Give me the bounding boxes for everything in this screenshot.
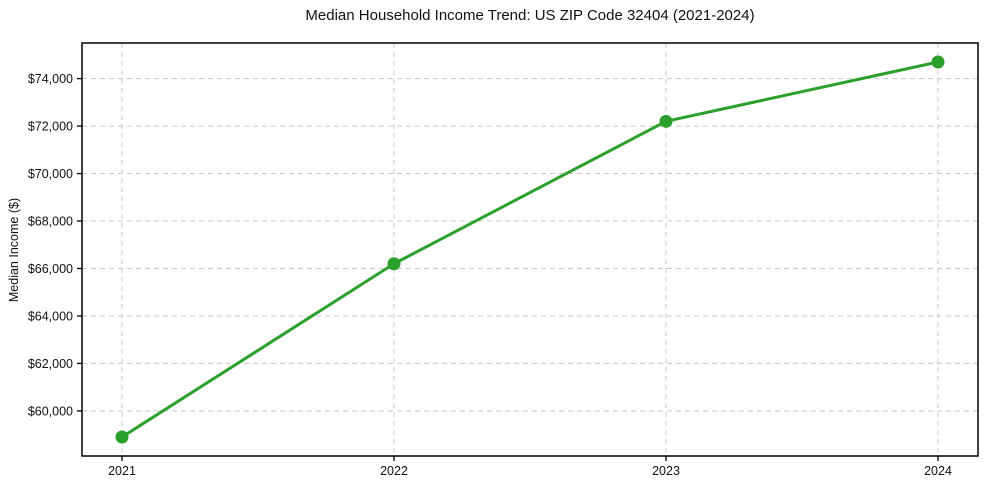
- data-point-marker: [115, 430, 129, 444]
- x-tick-label: 2024: [924, 464, 952, 478]
- y-tick-label: $70,000: [28, 167, 73, 181]
- y-tick-label: $60,000: [28, 404, 73, 418]
- x-tick-label: 2022: [380, 464, 408, 478]
- y-tick-label: $68,000: [28, 215, 73, 229]
- data-point-marker: [659, 114, 673, 128]
- y-tick-label: $64,000: [28, 309, 73, 323]
- y-tick-label: $74,000: [28, 72, 73, 86]
- data-point-marker: [387, 257, 401, 271]
- x-tick-label: 2023: [652, 464, 680, 478]
- x-tick-label: 2021: [108, 464, 136, 478]
- trend-line: [120, 60, 940, 439]
- y-tick-label: $62,000: [28, 357, 73, 371]
- axis-frame: [81, 42, 979, 457]
- data-point-marker: [931, 55, 945, 69]
- y-tick-label: $66,000: [28, 262, 73, 276]
- y-tick-label: $72,000: [28, 120, 73, 134]
- chart-title: Median Household Income Trend: US ZIP Co…: [305, 7, 755, 24]
